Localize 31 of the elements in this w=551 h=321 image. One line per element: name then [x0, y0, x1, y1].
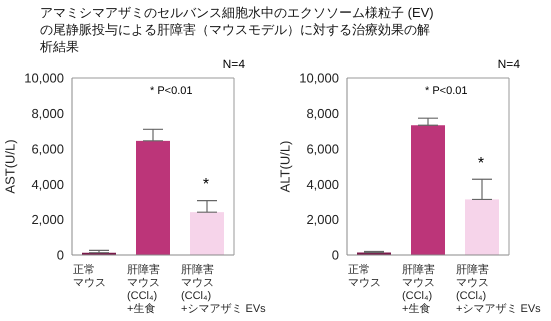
bar: [136, 140, 170, 255]
y-tick-label: 8,000: [31, 106, 64, 122]
y-tick-label: 0: [56, 248, 64, 263]
y-tick-label: 4,000: [31, 176, 64, 192]
y-tick-label: 8,000: [306, 106, 339, 122]
annotation: * P<0.01: [150, 85, 193, 97]
x-tick-label: 正常マウス: [73, 263, 106, 289]
text: N=4: [498, 57, 520, 71]
chart-title: アマミシマアザミのセルバンス細胞水中のエクソソーム様粒子 (EV)の尾静脈投与による肝障害（マウスモデル）に対する治療効果の解析結果: [40, 4, 435, 55]
y-tick-label: 2,000: [306, 212, 339, 228]
bar: [411, 125, 445, 255]
y-tick-label: 2,000: [31, 212, 64, 228]
y-tick-label: 6,000: [306, 141, 339, 156]
y-tick-label: 10,000: [299, 70, 339, 86]
text: N=4: [222, 57, 245, 71]
x-tick-label: 肝障害マウス(CCl₄)+シマアザミ EVs: [181, 263, 266, 315]
annotation: * P<0.01: [425, 85, 468, 97]
y-tick-label: 4,000: [306, 176, 339, 192]
annotation: *: [478, 154, 484, 173]
y-axis-title: ALT(U/L): [278, 140, 293, 192]
x-tick-label: 肝障害マウス(CCl₄)+シマアザミ EVs: [456, 263, 542, 315]
x-tick-label: 肝障害マウス(CCl₄)+生食: [402, 263, 435, 315]
bar: [190, 212, 224, 255]
annotation: *: [202, 176, 210, 194]
y-tick-label: 10,000: [24, 70, 64, 86]
x-tick-label: 正常マウス: [348, 263, 381, 289]
x-tick-label: 肝障害マウス(CCl₄)+生食: [127, 263, 160, 315]
y-tick-label: 6,000: [31, 141, 64, 156]
bar: [465, 199, 499, 255]
y-axis-title: AST(U/L): [2, 139, 18, 194]
y-tick-label: 0: [332, 248, 339, 263]
